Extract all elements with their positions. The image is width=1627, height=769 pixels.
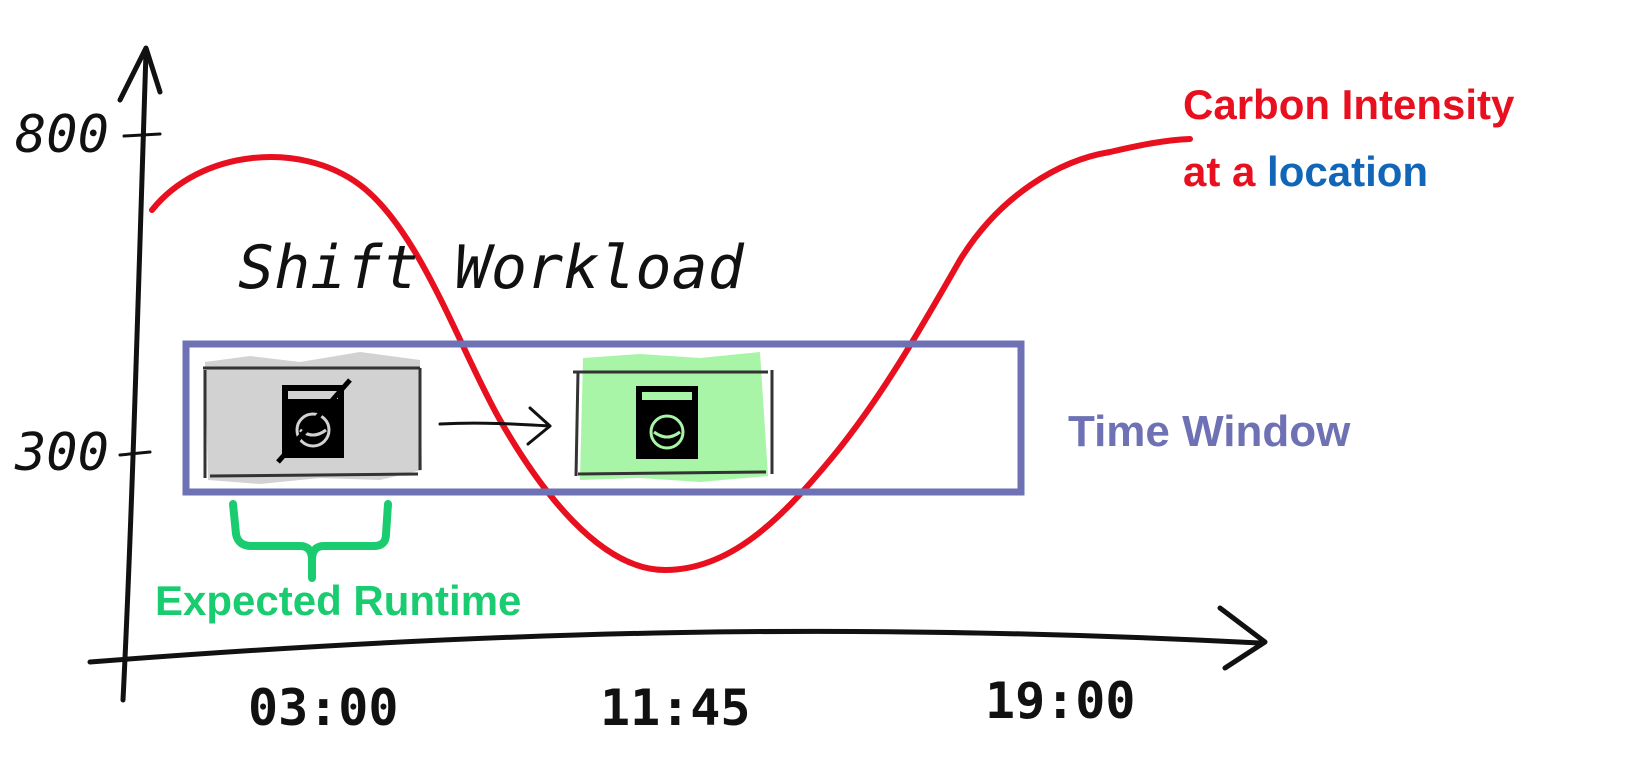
axes bbox=[87, 45, 1268, 703]
x-tick-label-1145: 11:45 bbox=[600, 679, 751, 737]
shifted-block-outline bbox=[573, 370, 774, 477]
y-tick-label-800: 800 bbox=[15, 105, 109, 165]
original-block-outline bbox=[203, 366, 422, 478]
y-axis-line bbox=[120, 49, 149, 703]
y-tick-300 bbox=[118, 450, 152, 457]
time-window-label: Time Window bbox=[1068, 407, 1351, 456]
y-tick-800 bbox=[122, 132, 162, 138]
x-tick-label-0300: 03:00 bbox=[248, 679, 399, 737]
carbon-intensity-label: Carbon Intensity bbox=[1183, 81, 1515, 128]
location-prefix: at a bbox=[1183, 148, 1267, 195]
washing-machine-icon bbox=[636, 386, 698, 459]
y-tick-label-300: 300 bbox=[14, 423, 109, 483]
carbon-intensity-curve bbox=[149, 136, 1193, 574]
shift-workload-label: Shift Workload bbox=[238, 233, 745, 303]
shifted-workload-block bbox=[573, 352, 774, 482]
location-word: location bbox=[1267, 148, 1428, 195]
x-axis-arrowhead bbox=[1217, 605, 1268, 671]
y-axis-arrowhead bbox=[117, 45, 163, 103]
location-label: at a location bbox=[1183, 148, 1428, 195]
original-workload-block bbox=[203, 352, 422, 484]
x-tick-label-1900: 19:00 bbox=[985, 672, 1136, 730]
shift-arrow bbox=[438, 406, 552, 446]
x-axis-line bbox=[87, 628, 1263, 665]
expected-runtime-brace bbox=[229, 500, 392, 582]
washing-machine-crossed-icon bbox=[276, 378, 352, 464]
expected-runtime-label: Expected Runtime bbox=[155, 577, 521, 624]
time-window-box bbox=[182, 340, 1025, 496]
